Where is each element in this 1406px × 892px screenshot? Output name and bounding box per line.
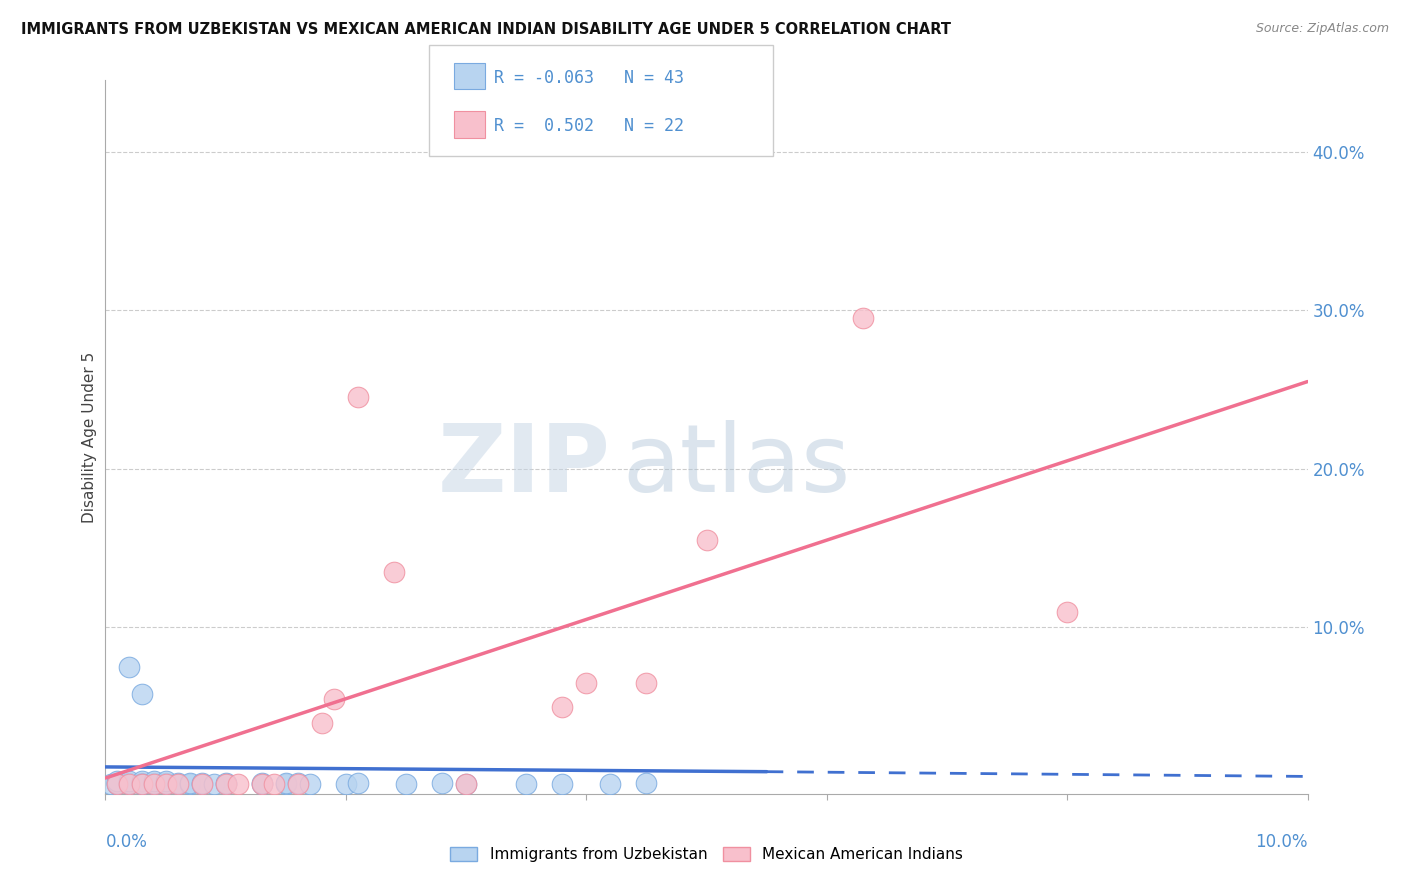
Point	[214, 777, 236, 791]
Point	[100, 777, 122, 791]
Point	[142, 777, 165, 791]
Point	[298, 777, 321, 791]
Text: 0.0%: 0.0%	[105, 833, 148, 851]
Point	[107, 777, 129, 791]
Text: 10.0%: 10.0%	[1256, 833, 1308, 851]
Point	[395, 777, 418, 791]
Point	[274, 776, 297, 790]
Point	[107, 774, 129, 789]
Point	[118, 777, 141, 791]
Point	[287, 777, 309, 791]
Point	[155, 774, 177, 789]
Point	[142, 776, 165, 790]
Text: atlas: atlas	[623, 419, 851, 512]
Point	[599, 777, 621, 791]
Point	[179, 776, 201, 790]
Point	[118, 777, 141, 791]
Point	[430, 776, 453, 790]
Point	[274, 777, 297, 791]
Text: IMMIGRANTS FROM UZBEKISTAN VS MEXICAN AMERICAN INDIAN DISABILITY AGE UNDER 5 COR: IMMIGRANTS FROM UZBEKISTAN VS MEXICAN AM…	[21, 22, 950, 37]
Point	[551, 699, 574, 714]
Text: Source: ZipAtlas.com: Source: ZipAtlas.com	[1256, 22, 1389, 36]
Legend: Immigrants from Uzbekistan, Mexican American Indians: Immigrants from Uzbekistan, Mexican Amer…	[444, 840, 969, 868]
Point	[515, 777, 537, 791]
Point	[107, 777, 129, 791]
Point	[155, 777, 177, 791]
Point	[142, 774, 165, 789]
Point	[347, 391, 370, 405]
Point	[311, 715, 333, 730]
Point	[202, 777, 225, 791]
Point	[131, 774, 153, 789]
Point	[166, 777, 188, 791]
Point	[575, 676, 598, 690]
Point	[454, 777, 477, 791]
Point	[118, 776, 141, 790]
Y-axis label: Disability Age Under 5: Disability Age Under 5	[82, 351, 97, 523]
Point	[131, 777, 153, 791]
Point	[382, 565, 405, 579]
Point	[118, 660, 141, 674]
Point	[107, 776, 129, 790]
Point	[155, 776, 177, 790]
Point	[166, 776, 188, 790]
Point	[250, 776, 273, 790]
Point	[190, 777, 212, 791]
Point	[551, 777, 574, 791]
Text: ZIP: ZIP	[437, 419, 610, 512]
Point	[335, 777, 357, 791]
Point	[190, 777, 212, 791]
Point	[155, 777, 177, 791]
Point	[226, 777, 249, 791]
Point	[131, 777, 153, 791]
Point	[118, 774, 141, 789]
Point	[166, 777, 188, 791]
Point	[131, 777, 153, 791]
Point	[190, 776, 212, 790]
Point	[263, 777, 285, 791]
Text: R =  0.502   N = 22: R = 0.502 N = 22	[494, 117, 683, 135]
Point	[454, 777, 477, 791]
Point	[347, 776, 370, 790]
Point	[214, 777, 236, 791]
Point	[250, 777, 273, 791]
Point	[250, 777, 273, 791]
Point	[142, 777, 165, 791]
Point	[1056, 605, 1078, 619]
Point	[179, 777, 201, 791]
Point	[131, 776, 153, 790]
Text: R = -0.063   N = 43: R = -0.063 N = 43	[494, 69, 683, 87]
Point	[287, 776, 309, 790]
Point	[636, 776, 658, 790]
Point	[636, 676, 658, 690]
Point	[214, 776, 236, 790]
Point	[852, 311, 875, 326]
Point	[322, 691, 344, 706]
Point	[696, 533, 718, 548]
Point	[131, 687, 153, 701]
